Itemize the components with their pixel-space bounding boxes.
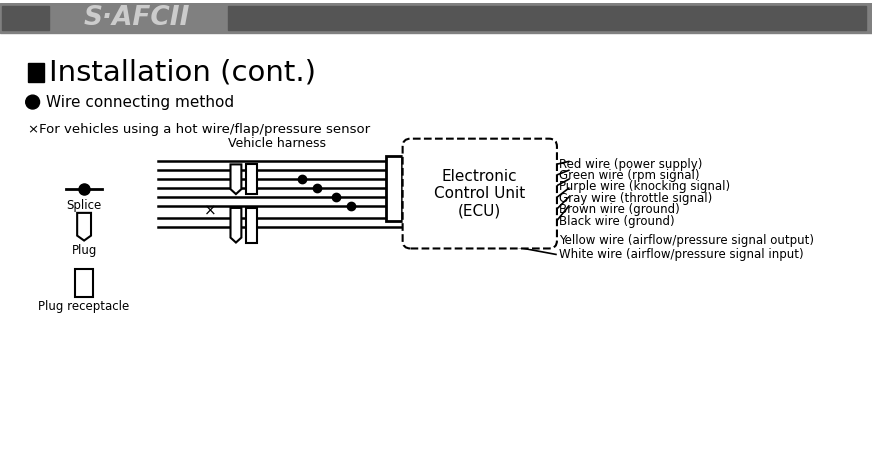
- Text: Yellow wire (airflow/pressure signal output): Yellow wire (airflow/pressure signal out…: [559, 234, 814, 247]
- Polygon shape: [78, 213, 91, 241]
- Bar: [27, 63, 43, 82]
- Text: Wire connecting method: Wire connecting method: [47, 94, 234, 109]
- Bar: [0, 3, 871, 33]
- Text: Black wire (ground): Black wire (ground): [559, 215, 675, 228]
- Bar: [247, 164, 257, 194]
- Text: Vehicle harness: Vehicle harness: [228, 136, 326, 149]
- Polygon shape: [231, 164, 241, 194]
- Text: ×: ×: [204, 203, 217, 218]
- Bar: [247, 208, 257, 243]
- Text: Electronic
Control Unit
(ECU): Electronic Control Unit (ECU): [434, 169, 525, 218]
- Text: Gray wire (throttle signal): Gray wire (throttle signal): [559, 192, 712, 205]
- FancyBboxPatch shape: [403, 139, 557, 248]
- Polygon shape: [231, 208, 241, 243]
- Text: Splice: Splice: [66, 199, 101, 212]
- Text: Brown wire (ground): Brown wire (ground): [559, 203, 679, 216]
- Text: Red wire (power supply): Red wire (power supply): [559, 158, 702, 171]
- Bar: [2, 6, 49, 30]
- Text: White wire (airflow/pressure signal input): White wire (airflow/pressure signal inpu…: [559, 248, 803, 261]
- Circle shape: [26, 95, 40, 109]
- Text: ×For vehicles using a hot wire/flap/pressure sensor: ×For vehicles using a hot wire/flap/pres…: [27, 123, 370, 136]
- Bar: [386, 157, 402, 221]
- Text: Plug: Plug: [71, 243, 97, 256]
- Text: Purple wire (knocking signal): Purple wire (knocking signal): [559, 180, 730, 193]
- Text: Installation (cont.): Installation (cont.): [49, 58, 316, 86]
- Text: Green wire (rpm signal): Green wire (rpm signal): [559, 169, 700, 182]
- Bar: [75, 269, 93, 297]
- Text: S·AFCII: S·AFCII: [84, 5, 189, 31]
- Bar: [227, 6, 866, 30]
- Text: Plug receptacle: Plug receptacle: [39, 300, 130, 313]
